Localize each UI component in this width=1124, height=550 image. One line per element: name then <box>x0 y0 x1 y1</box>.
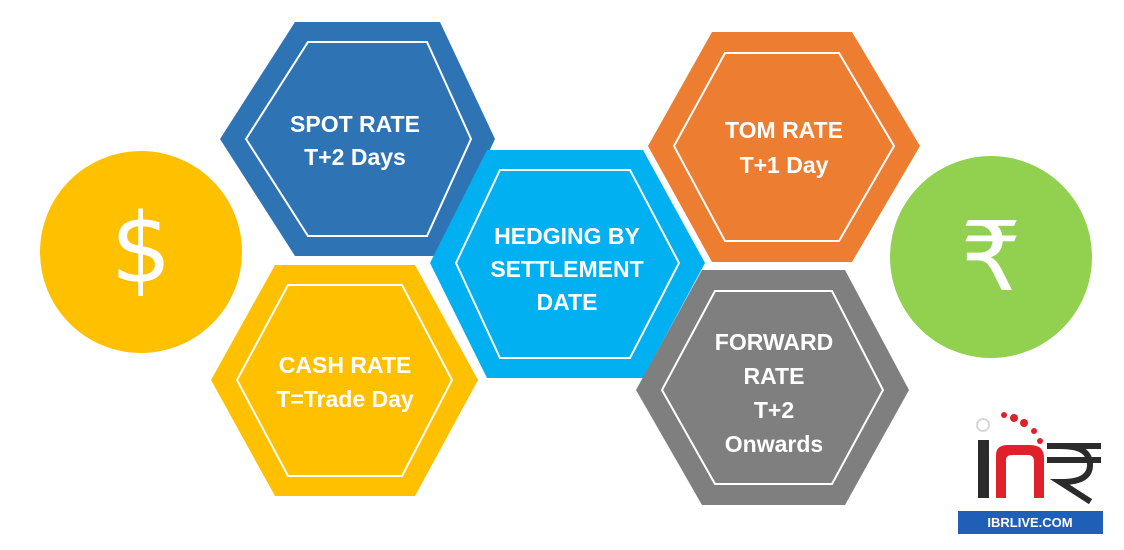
hex-hedging-line-3: DATE <box>537 289 598 315</box>
logo-dot <box>1010 414 1018 422</box>
hex-forward-rate-border <box>660 290 885 485</box>
logo-dot <box>1037 438 1043 444</box>
logo-dot <box>1031 428 1037 434</box>
logo-caption: IBRLIVE.COM <box>987 515 1072 530</box>
hex-spot-rate: SPOT RATE T+2 Days <box>220 22 495 256</box>
hex-tom-rate-line-2: T+1 Day <box>740 152 829 178</box>
hex-forward-rate-line-1: FORWARD <box>715 329 833 355</box>
hex-hedging-border <box>454 169 681 359</box>
rupee-icon: ₹ <box>960 201 1021 313</box>
rupee-circle: ₹ <box>890 156 1092 358</box>
hex-tom-rate: TOM RATE T+1 Day <box>648 32 920 262</box>
logo-dot <box>1020 419 1028 427</box>
logo-mark <box>976 412 1101 505</box>
logo-rupee-stroke <box>1047 442 1101 505</box>
hex-cash-rate-border <box>235 284 454 477</box>
hex-hedging-line-2: SETTLEMENT <box>490 256 643 282</box>
hex-forward-rate-line-4: Onwards <box>725 431 823 457</box>
dollar-circle: $ <box>40 151 242 353</box>
hex-spot-rate-border <box>244 41 473 237</box>
logo-dot <box>1001 412 1007 418</box>
hex-forward-rate-shape <box>636 270 909 505</box>
hex-spot-rate-line-1: SPOT RATE <box>290 111 420 137</box>
hex-tom-rate-line-1: TOM RATE <box>725 117 843 143</box>
dollar-circle-shape <box>40 151 242 353</box>
hex-forward-rate-line-2: RATE <box>744 363 805 389</box>
rupee-circle-shape <box>890 156 1092 358</box>
ibr-logo: IBRLIVE.COM <box>958 412 1103 534</box>
hex-cash-rate-line-2: T=Trade Day <box>276 386 414 412</box>
hex-forward-rate: FORWARD RATE T+2 Onwards <box>636 270 909 505</box>
hex-hedging: HEDGING BY SETTLEMENT DATE <box>430 150 705 378</box>
hex-spot-rate-shape <box>220 22 495 256</box>
hex-tom-rate-shape <box>648 32 920 262</box>
logo-caption-bg <box>958 511 1103 534</box>
dollar-icon: $ <box>110 193 171 305</box>
logo-b-inner <box>1006 455 1034 498</box>
hex-cash-rate-shape <box>211 265 478 496</box>
logo-i-stroke <box>978 440 989 498</box>
logo-dot <box>976 418 990 432</box>
hex-cash-rate: CASH RATE T=Trade Day <box>211 265 478 496</box>
hex-hedging-shape <box>430 150 705 378</box>
hex-tom-rate-border <box>672 52 896 242</box>
hex-spot-rate-line-2: T+2 Days <box>304 144 406 170</box>
hex-cash-rate-line-1: CASH RATE <box>279 352 411 378</box>
hex-hedging-line-1: HEDGING BY <box>494 223 640 249</box>
hex-forward-rate-line-3: T+2 <box>754 397 794 423</box>
